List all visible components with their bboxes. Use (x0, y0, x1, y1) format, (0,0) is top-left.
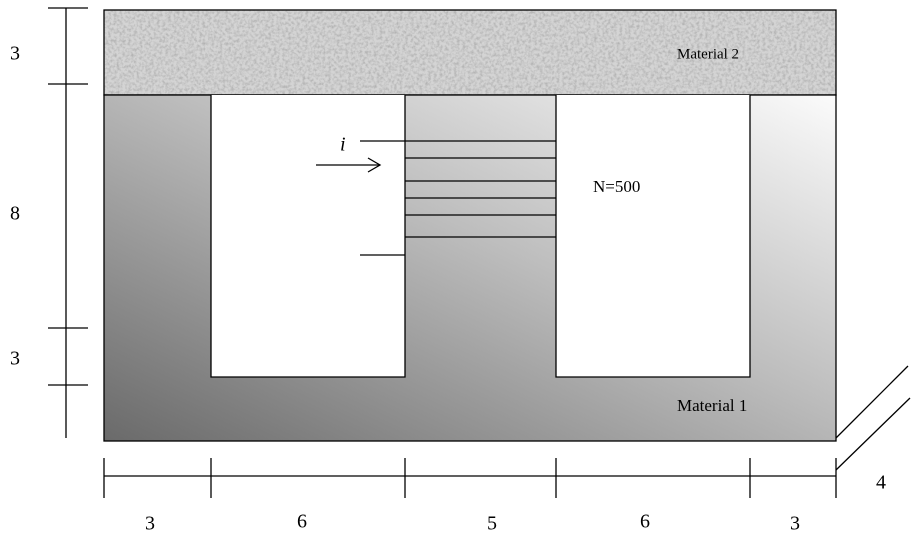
bottom-dimension: 5 (487, 513, 497, 535)
material-2-label: Material 2 (677, 46, 739, 62)
left-dimension: 3 (10, 43, 20, 65)
material-1-label: Material 1 (677, 396, 747, 415)
turns-label: N=500 (593, 177, 640, 196)
bottom-dimension: 3 (145, 513, 155, 535)
left-dimension-lines (48, 7, 88, 438)
left-dimension: 3 (10, 348, 20, 370)
right-window (555, 95, 751, 378)
coil (360, 140, 556, 256)
left-window (210, 95, 406, 378)
bottom-dimension-lines (103, 458, 837, 498)
current-label: i (340, 134, 346, 156)
bottom-dimension: 3 (790, 513, 800, 535)
depth-dimension: 4 (876, 472, 886, 494)
depth-lines (835, 365, 911, 471)
bottom-dimension: 6 (297, 511, 307, 533)
current-arrow (316, 157, 382, 173)
material-2-texture (104, 10, 836, 95)
left-dimension: 8 (10, 203, 20, 225)
bottom-dimension: 6 (640, 511, 650, 533)
